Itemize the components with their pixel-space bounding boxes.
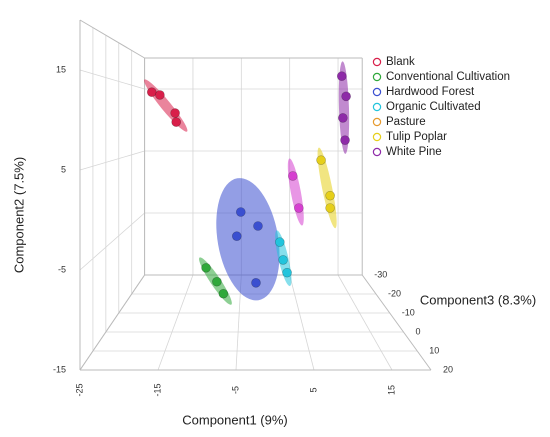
legend-marker [372, 57, 382, 67]
z-axis-title: Component3 (8.3%) [420, 292, 536, 307]
point [294, 203, 304, 213]
x-tick-label: -15 [152, 383, 162, 396]
group-ellipse [338, 61, 350, 154]
grid-line [79, 212, 145, 271]
y-tick-label: 15 [56, 64, 66, 74]
z-tick-label: 10 [429, 345, 439, 355]
legend-marker [372, 132, 382, 142]
y-axis-title: Component2 (7.5%) [11, 157, 26, 273]
grid-line [157, 274, 194, 371]
z-tick-label: -20 [388, 288, 401, 298]
point [340, 135, 350, 145]
legend: Blank Conventional Cultivation Hardwood Fo… [372, 56, 510, 158]
z-tick-label: -30 [374, 269, 387, 279]
point [341, 91, 351, 102]
z-tick-label: 0 [415, 326, 420, 336]
z-tick-label: 20 [443, 364, 453, 374]
legend-marker [372, 87, 382, 97]
grid-line [79, 69, 145, 90]
legend-marker [372, 72, 382, 82]
legend-marker [372, 117, 382, 127]
grid-line [289, 274, 315, 371]
z-tick-label: -10 [402, 307, 415, 317]
point [201, 263, 211, 273]
point [282, 267, 292, 278]
group-ellipse [216, 178, 280, 301]
point [338, 113, 348, 123]
group-ellipse [144, 79, 188, 132]
x-axis-title: Component1 (9%) [182, 412, 288, 427]
point [287, 171, 298, 181]
point [171, 117, 181, 127]
point [146, 87, 157, 97]
point [218, 288, 229, 299]
legend-label: Conventional Cultivation [386, 71, 510, 83]
group-ellipse [287, 158, 304, 226]
point [336, 71, 347, 81]
grid-line [337, 274, 393, 371]
legend-marker [372, 102, 382, 112]
y-tick-label: -5 [58, 264, 66, 274]
point [325, 203, 335, 213]
legend-label: Pasture [386, 116, 426, 128]
point [278, 255, 288, 265]
x-tick-label: -5 [230, 386, 240, 394]
x-tick-label: 5 [308, 387, 318, 392]
legend-label: Tulip Poplar [386, 131, 447, 143]
box-edge [79, 19, 145, 59]
point [325, 190, 335, 201]
grid-line [79, 150, 145, 171]
point [251, 278, 261, 288]
point [212, 276, 222, 287]
legend-label: White Pine [386, 146, 442, 158]
y-tick-label: -15 [53, 364, 66, 374]
x-tick-label: 15 [386, 385, 396, 395]
point [253, 221, 263, 231]
legend-label: Organic Cultivated [386, 101, 481, 113]
legend-label: Hardwood Forest [386, 86, 475, 98]
marks [144, 61, 351, 305]
point [316, 155, 326, 165]
box-edge [361, 274, 432, 371]
x-tick-label: -25 [74, 383, 84, 396]
point [170, 108, 180, 118]
point [232, 231, 242, 241]
legend-marker [372, 147, 382, 157]
box-edge [79, 274, 146, 371]
legend-label: Blank [386, 56, 415, 68]
y-tick-label: 5 [61, 164, 66, 174]
point [155, 90, 165, 100]
point [274, 237, 285, 247]
point [235, 207, 246, 217]
